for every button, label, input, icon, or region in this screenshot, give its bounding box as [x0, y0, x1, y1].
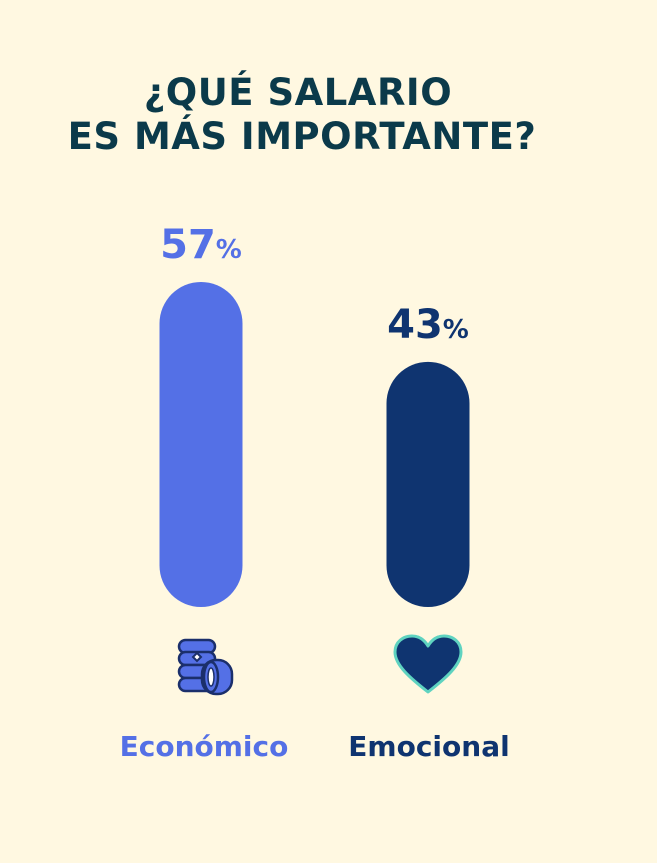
coins-icon: [177, 638, 234, 696]
bar-economico: [159, 282, 243, 607]
value-number: 43: [387, 302, 443, 348]
title-line-1: ¿QUÉ SALARIO: [143, 71, 453, 114]
value-number: 57: [160, 222, 216, 268]
value-unit: %: [216, 235, 242, 265]
heart-icon: [393, 634, 463, 694]
bar-emocional: [386, 361, 470, 607]
value-label-1: 43%: [387, 302, 469, 348]
value-unit: %: [443, 315, 469, 345]
value-label-0: 57%: [160, 222, 242, 268]
category-label-1: Emocional: [348, 730, 509, 763]
title-line-2: ES MÁS IMPORTANTE?: [67, 115, 537, 158]
category-label-0: Económico: [120, 730, 289, 763]
